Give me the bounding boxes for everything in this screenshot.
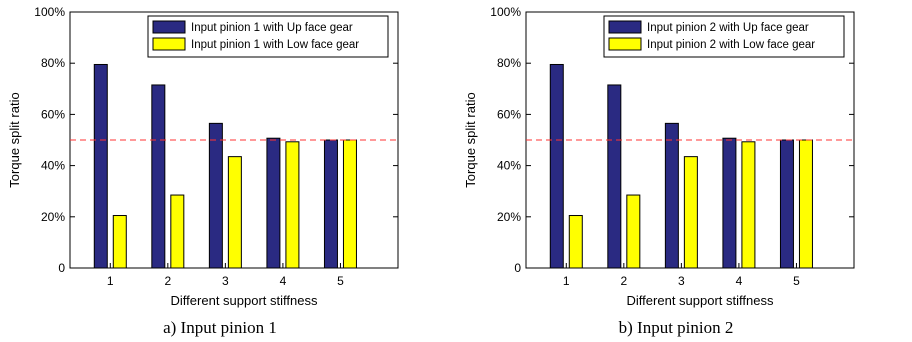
x-axis-label: Different support stiffness bbox=[627, 293, 774, 308]
legend-swatch bbox=[608, 37, 642, 51]
bar-up-face-gear bbox=[93, 63, 108, 269]
x-axis-label: Different support stiffness bbox=[171, 293, 318, 308]
legend-swatch bbox=[152, 20, 186, 34]
bar-low-face-gear bbox=[568, 215, 583, 269]
bar-low-face-gear bbox=[683, 156, 698, 269]
y-tick-label: 60% bbox=[41, 107, 65, 121]
y-tick-label: 20% bbox=[41, 210, 65, 224]
y-tick-label: 80% bbox=[41, 56, 65, 70]
bar-low-face-gear bbox=[170, 194, 185, 269]
legend-label: Input pinion 1 with Up face gear bbox=[191, 22, 353, 34]
y-tick-label: 60% bbox=[497, 107, 521, 121]
bar-low-face-gear bbox=[285, 141, 300, 269]
legend-label: Input pinion 2 with Up face gear bbox=[647, 22, 809, 34]
legend-label: Input pinion 2 with Low face gear bbox=[647, 39, 815, 51]
y-tick-label: 0 bbox=[58, 261, 65, 275]
chart-panel-b: 0 20% 40% 60% 80% 100% 1 2 3 4 5 Different support … bbox=[456, 0, 912, 342]
chart-caption: a) Input pinion 1 bbox=[163, 318, 277, 337]
bar-low-face-gear bbox=[798, 139, 813, 269]
y-tick-label: 100% bbox=[34, 5, 65, 19]
bar-up-face-gear bbox=[779, 139, 794, 269]
legend-swatch bbox=[152, 37, 186, 51]
y-tick-label: 20% bbox=[497, 210, 521, 224]
y-tick-label: 40% bbox=[41, 159, 65, 173]
x-tick-label: 4 bbox=[280, 274, 287, 288]
bar-up-face-gear bbox=[323, 139, 338, 269]
x-tick-label: 5 bbox=[793, 274, 800, 288]
chart-caption: b) Input pinion 2 bbox=[619, 318, 734, 337]
y-tick-label: 80% bbox=[497, 56, 521, 70]
bar-low-face-gear bbox=[741, 141, 756, 269]
y-tick-label: 100% bbox=[490, 5, 521, 19]
legend-swatch bbox=[608, 20, 642, 34]
bar-up-face-gear bbox=[607, 84, 622, 269]
bar-up-face-gear bbox=[208, 122, 223, 269]
x-tick-label: 3 bbox=[678, 274, 685, 288]
legend-box bbox=[603, 15, 845, 58]
x-tick-label: 2 bbox=[620, 274, 627, 288]
bar-low-face-gear bbox=[227, 156, 242, 269]
bar-chart-1: 0 20% 40% 60% 80% 100% 1 2 3 4 5 Different support … bbox=[463, 5, 855, 337]
bar-up-face-gear bbox=[664, 122, 679, 269]
x-tick-label: 1 bbox=[563, 274, 570, 288]
x-tick-label: 3 bbox=[222, 274, 229, 288]
x-tick-label: 4 bbox=[736, 274, 743, 288]
bar-low-face-gear bbox=[112, 215, 127, 269]
bar-low-face-gear bbox=[626, 194, 641, 269]
bar-chart-0: 0 20% 40% 60% 80% 100% 1 2 3 4 5 Different support … bbox=[7, 5, 399, 337]
x-tick-label: 1 bbox=[107, 274, 114, 288]
y-axis-label: Torque split ratio bbox=[7, 92, 22, 187]
legend-box bbox=[147, 15, 389, 58]
legend-label: Input pinion 1 with Low face gear bbox=[191, 39, 359, 51]
bar-up-face-gear bbox=[549, 63, 564, 269]
bar-up-face-gear bbox=[151, 84, 166, 269]
y-tick-label: 40% bbox=[497, 159, 521, 173]
y-axis-label: Torque split ratio bbox=[463, 92, 478, 187]
bar-up-face-gear bbox=[266, 137, 281, 269]
chart-panel-a: 0 20% 40% 60% 80% 100% 1 2 3 4 5 Different support … bbox=[7, 5, 399, 337]
bar-low-face-gear bbox=[342, 139, 357, 269]
x-tick-label: 2 bbox=[164, 274, 171, 288]
x-tick-label: 5 bbox=[337, 274, 344, 288]
bar-up-face-gear bbox=[722, 137, 737, 269]
y-tick-label: 0 bbox=[514, 261, 521, 275]
